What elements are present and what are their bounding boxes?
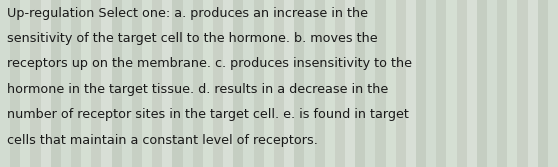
Bar: [122, 0, 132, 167]
Bar: [254, 0, 264, 167]
Bar: [132, 0, 142, 167]
Bar: [487, 0, 497, 167]
Text: Up-regulation Select one: a. produces an increase in the: Up-regulation Select one: a. produces an…: [7, 7, 368, 20]
Bar: [466, 0, 477, 167]
Bar: [456, 0, 466, 167]
Bar: [376, 0, 386, 167]
Bar: [477, 0, 487, 167]
Bar: [233, 0, 243, 167]
Bar: [335, 0, 345, 167]
Bar: [223, 0, 233, 167]
Bar: [182, 0, 193, 167]
Bar: [527, 0, 538, 167]
Bar: [193, 0, 203, 167]
Bar: [497, 0, 507, 167]
Bar: [112, 0, 122, 167]
Text: cells that maintain a constant level of receptors.: cells that maintain a constant level of …: [7, 134, 318, 147]
Bar: [406, 0, 416, 167]
Bar: [386, 0, 396, 167]
Bar: [355, 0, 365, 167]
Bar: [304, 0, 315, 167]
Bar: [426, 0, 436, 167]
Bar: [274, 0, 284, 167]
Bar: [284, 0, 294, 167]
Bar: [416, 0, 426, 167]
Text: number of receptor sites in the target cell. e. is found in target: number of receptor sites in the target c…: [7, 108, 409, 121]
Bar: [294, 0, 304, 167]
Text: receptors up on the membrane. c. produces insensitivity to the: receptors up on the membrane. c. produce…: [7, 57, 412, 70]
Bar: [517, 0, 527, 167]
Bar: [396, 0, 406, 167]
Bar: [51, 0, 61, 167]
Bar: [172, 0, 182, 167]
Bar: [31, 0, 41, 167]
Bar: [152, 0, 162, 167]
Bar: [507, 0, 517, 167]
Bar: [315, 0, 325, 167]
Bar: [92, 0, 102, 167]
Bar: [325, 0, 335, 167]
Bar: [81, 0, 92, 167]
Bar: [71, 0, 81, 167]
Bar: [0, 0, 10, 167]
Bar: [10, 0, 20, 167]
Bar: [162, 0, 172, 167]
Bar: [203, 0, 213, 167]
Bar: [142, 0, 152, 167]
Bar: [102, 0, 112, 167]
Bar: [345, 0, 355, 167]
Text: hormone in the target tissue. d. results in a decrease in the: hormone in the target tissue. d. results…: [7, 83, 388, 96]
Bar: [436, 0, 446, 167]
Bar: [264, 0, 274, 167]
Bar: [548, 0, 558, 167]
Bar: [538, 0, 548, 167]
Bar: [61, 0, 71, 167]
Bar: [41, 0, 51, 167]
Bar: [446, 0, 456, 167]
Text: sensitivity of the target cell to the hormone. b. moves the: sensitivity of the target cell to the ho…: [7, 32, 378, 45]
Bar: [20, 0, 31, 167]
Bar: [365, 0, 376, 167]
Bar: [213, 0, 223, 167]
Bar: [243, 0, 254, 167]
